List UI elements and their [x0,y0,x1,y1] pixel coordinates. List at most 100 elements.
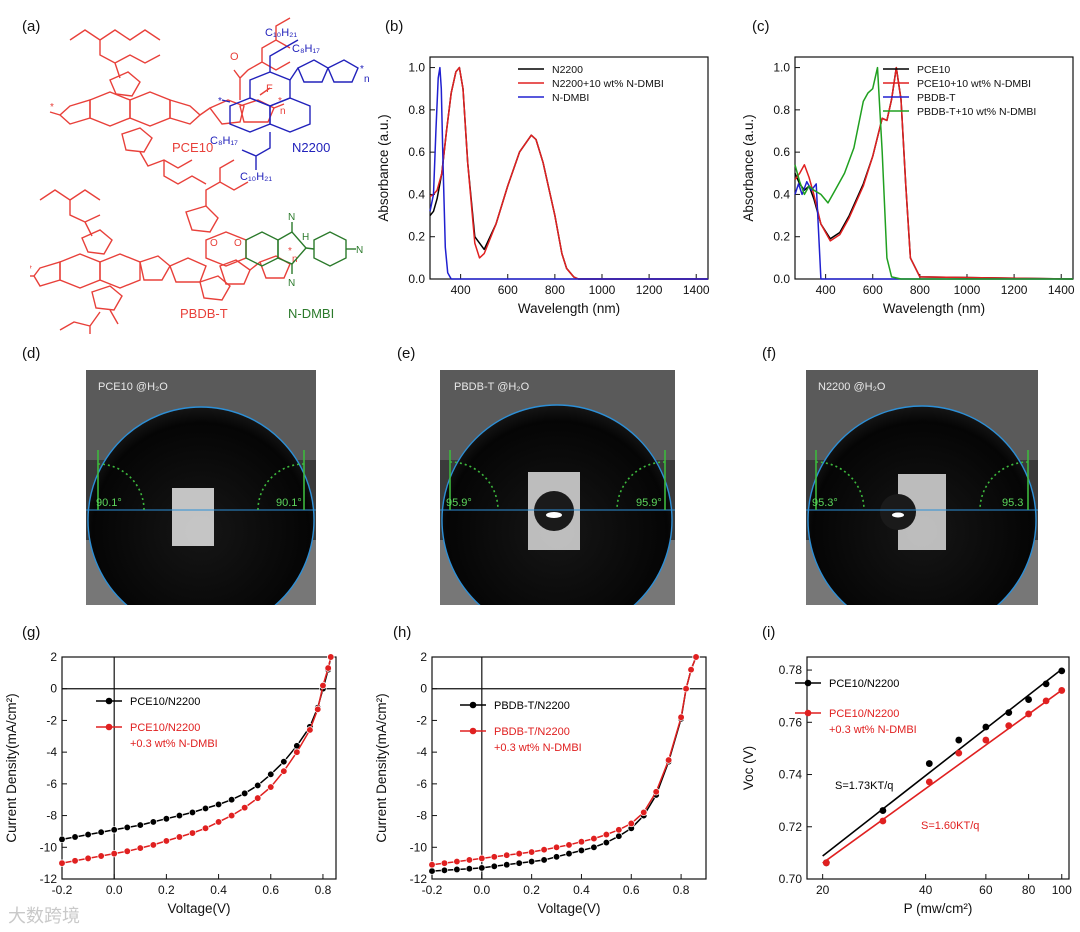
chart-h-xlabel: Voltage(V) [537,901,600,916]
pbdbt-label: PBDB-T [180,306,228,321]
chart-b-xtick-label-0: 400 [451,283,471,297]
panel-label-c: (c) [752,18,770,35]
chart-i-series-0-point-6 [1025,696,1033,703]
chart-h-series-1-point-6 [503,851,511,859]
fluorine-atom-label: F [266,83,273,95]
chart-g-series-0-point-10 [188,808,197,817]
chart-g-series-1-point-3 [97,852,105,860]
chart-i-series-0-point-4 [982,723,990,731]
chart-h-series-0-point-5 [490,862,498,870]
chart-i-ytick-label-1: 0.72 [779,820,803,834]
chart-g-series-1-point-0 [58,859,66,867]
chart-i-series-1-point-6 [1025,710,1033,718]
pce10-structure [49,17,291,185]
photo-f-left-angle: 95.3° [812,497,838,509]
chart-i-series-1 [822,687,1066,867]
panel-label-g: (g) [22,624,41,641]
chart-h-series-0-point-4 [478,864,486,872]
n2200-c8h17-top: C₈H₁₇ [292,43,320,55]
chart-h-series-1-point-13 [590,834,598,843]
chart-i-series-0-point-7 [1042,680,1050,688]
chart-c-ytick-label-3: 0.6 [773,145,790,159]
chart-h-series-1-point-18 [652,788,660,796]
photo-e-right-angle: 95.9° [636,497,662,509]
photo-d-label: PCE10 @H₂O [98,381,168,393]
chart-h-series-0-point-15 [615,832,623,840]
chart-h-legend-label-0: PBDB-T/N2200 [494,700,570,712]
chart-c-ytick-label-2: 0.4 [773,187,790,201]
chart-g-ytick-label-0: 2 [50,650,57,664]
chart-g-series-1-point-11 [201,824,210,832]
chart-g-series-1-point-15 [254,794,262,802]
chart-h-ytick-label-0: 2 [420,650,427,664]
chart-h-series-1-point-2 [453,857,461,866]
chart-i-series-1-point-1 [879,817,887,825]
chart-i-series-1-point-2 [925,778,933,786]
chart-h-series-0-point-13 [590,843,598,851]
chart-i-series-0-point-8 [1058,667,1066,675]
bubble [880,494,916,530]
panel-label-e: (e) [397,345,416,362]
chart-h-series-1-point-4 [478,854,486,863]
chart-i-series-0-point-3 [955,736,963,744]
chart-c-ytick-label-4: 0.8 [773,103,790,117]
chart-i-series-1-point-8 [1058,687,1066,694]
chart-g-legend-label-0: PCE10/N2200 [130,696,200,708]
chart-c-series-2 [794,180,1073,280]
fit-circle [441,404,673,605]
chart-i-xtick-label-4: 100 [1052,883,1072,897]
chart-b-xtick-label-5: 1400 [683,283,710,297]
chart-c-xtick-label-5: 1400 [1048,283,1075,297]
chart-h-series-1-point-11 [565,841,573,849]
chart-b-ytick-label-4: 0.8 [408,103,425,117]
chart-g-xlabel: Voltage(V) [167,901,230,916]
chart-i-series-1-point-0 [822,859,830,867]
pce10-label: PCE10 [172,140,213,155]
chart-h-xtick-label-0: -0.2 [422,883,443,897]
chart-g-series-1-point-4 [110,849,118,858]
chart-i-series-0-point-1 [879,807,887,814]
svg-text:*: * [288,246,292,257]
chart-b-ytick-label-1: 0.2 [408,230,425,244]
chart-c-frame [794,56,1074,280]
chart-i-series-0-fit [822,668,1063,857]
chart-g-series-1-point-20 [314,705,322,713]
chart-g-series-1 [58,653,335,867]
chart-g-series-1-point-14 [241,803,249,812]
pbdbt-oxygen-2: O [234,238,242,249]
chart-h-series-1-point-5 [490,853,498,861]
chart-b-legend-label-0: N2200 [552,64,583,76]
chart-c-absorbance: 400 600 800 1000 1200 1400 0.0 0.2 0.4 0.6 0.8 1.0 W… [741,56,1075,316]
bubble [534,491,574,531]
fit-circle [807,405,1037,605]
chart-g-series-1-point-6 [136,844,144,852]
chart-b-xtick-label-1: 600 [498,283,518,297]
chart-g-series-0-point-16 [267,770,275,778]
chart-h-legend-marker-0 [469,701,477,709]
ndmbi-structure [245,222,356,274]
chart-h-series-1-point-9 [540,846,548,854]
chart-h-ytick-label-2: -2 [416,713,427,727]
chart-h-series-1-point-1 [440,859,449,867]
chart-b-ylabel: Absorbance (a.u.) [376,114,391,221]
chart-h-series-0-point-11 [565,849,573,858]
chart-h-series-1-point-10 [552,843,561,851]
chart-g-series-1-point-2 [84,854,92,863]
chart-b-series-2-line [429,66,708,280]
chart-i-ytick-label-4: 0.78 [779,663,803,677]
chart-h-series-1-point-0 [428,861,436,869]
contact-angle-photo-d: PCE10 @H₂O 90.1° 90.1° [86,370,316,605]
chart-c-legend-label-1: PCE10+10 wt% N-DMBI [917,78,1031,90]
chart-i-xlabel: P (mw/cm²) [904,901,973,916]
chart-i-legend-marker-0 [804,679,812,687]
chart-g-ytick-label-7: -12 [40,872,58,886]
chart-g-jv: -0.2 0.0 0.2 0.4 0.6 0.8 2 0 -2 -4 -6 -8 -10 -12 Volta… [4,650,337,916]
photo-d-right-angle: 90.1° [276,497,302,509]
chart-h-ytick-label-4: -6 [416,777,427,791]
chart-h-series-0-point-3 [465,865,474,873]
chart-b-series-1 [429,66,708,280]
n2200-n-label: n [364,74,370,85]
chart-b-absorbance: 400 600 800 1000 1200 1400 0.0 0.2 0.4 0.6 0.8 1.0 W… [376,56,710,316]
chart-g-xtick-label-1: 0.0 [106,883,123,897]
chart-h-series-1-point-8 [527,848,536,856]
